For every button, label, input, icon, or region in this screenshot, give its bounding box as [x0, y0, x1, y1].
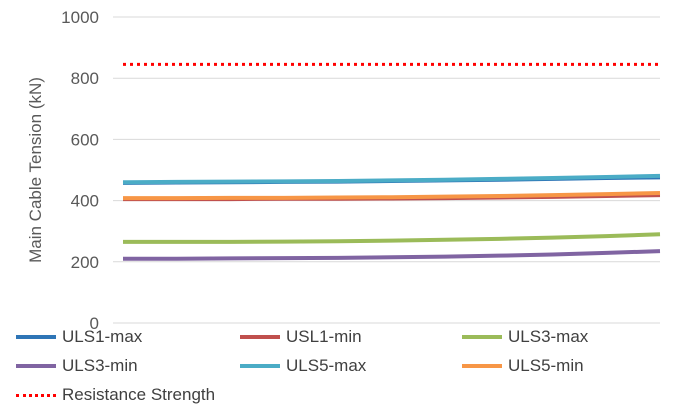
legend-label: ULS3-max: [508, 327, 589, 346]
legend-swatch: [16, 364, 56, 368]
legend-swatch: [462, 335, 502, 339]
series-line-uls3-max: [123, 232, 661, 244]
y-tick-label: 1000: [61, 8, 99, 27]
legend-label: ULS5-min: [508, 356, 584, 375]
legend-item: ULS3-min: [16, 355, 138, 377]
legend-item: ULS1-max: [16, 326, 142, 348]
legend-label: ULS1-max: [62, 327, 143, 346]
chart-legend: ULS1-max USL1-min ULS3-max ULS3-min ULS5-max…: [0, 326, 676, 411]
legend-label: Resistance Strength: [62, 385, 216, 404]
series-line-uls3-min: [123, 249, 661, 261]
legend-swatch: [462, 364, 502, 368]
y-tick-label: 800: [71, 69, 99, 88]
legend-label: ULS5-max: [286, 356, 367, 375]
legend-label: ULS3-min: [62, 356, 138, 375]
y-axis-title: Main Cable Tension (kN): [26, 77, 45, 263]
legend-item: USL1-min: [240, 326, 362, 348]
y-tick-label: 600: [71, 130, 99, 149]
y-tick-label: 0: [90, 314, 99, 330]
series-lines: [122, 62, 661, 261]
legend-label: USL1-min: [286, 327, 362, 346]
legend-swatch: [240, 364, 280, 368]
line-chart: 0 200 400 600 800 1000 Main Cable Tension (kN…: [26, 8, 661, 330]
legend-item: ULS5-min: [462, 355, 584, 377]
series-line-uls5-min: [123, 190, 661, 201]
y-tick-label: 200: [71, 253, 99, 272]
series-line-uls5-max: [122, 173, 661, 185]
gridlines: [113, 16, 660, 324]
legend-swatch: [16, 393, 56, 397]
legend-item: ULS5-max: [240, 355, 366, 377]
legend-swatch: [240, 335, 280, 339]
legend-swatch: [16, 335, 56, 339]
legend-item: Resistance Strength: [16, 384, 215, 406]
y-tick-labels: 0 200 400 600 800 1000: [61, 8, 99, 330]
y-tick-label: 400: [71, 192, 99, 211]
legend-item: ULS3-max: [462, 326, 588, 348]
